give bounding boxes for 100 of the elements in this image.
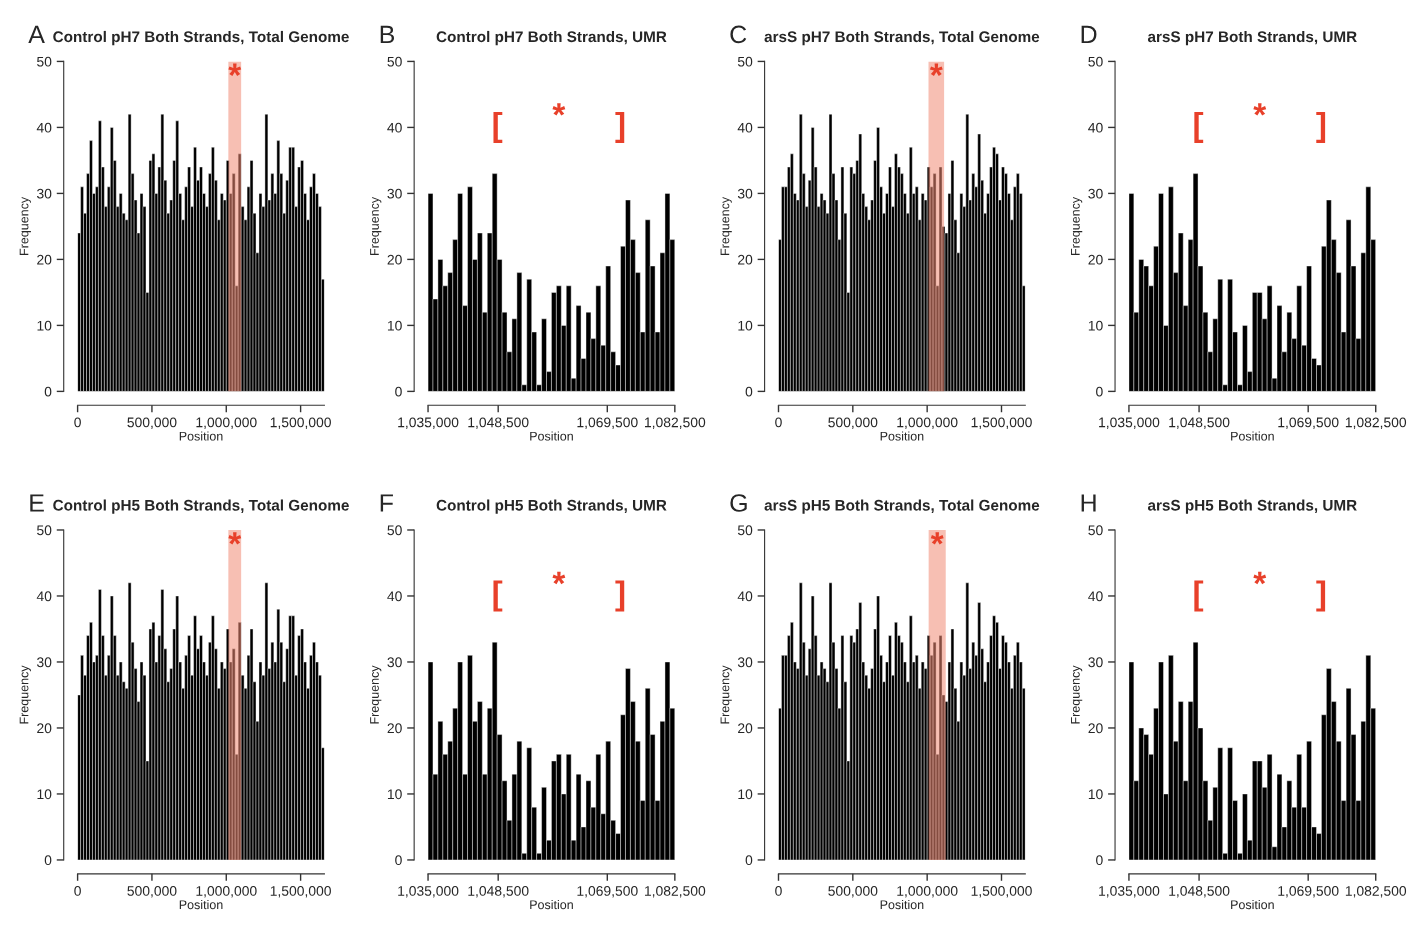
x-tick-label: 0 — [775, 417, 782, 428]
x-tick-label: 1,500,000 — [270, 886, 331, 898]
y-tick-label: 20 — [738, 723, 753, 734]
y-tick-label: 0 — [44, 386, 52, 397]
y-tick-label: 0 — [745, 855, 753, 866]
chart-title: Control pH5 Both Strands, UMR — [436, 499, 667, 514]
annotation: ] — [615, 111, 625, 143]
chart-title: Control pH7 Both Strands, UMR — [436, 30, 667, 46]
text: E — [30, 494, 44, 512]
y-tick-label: 10 — [1088, 789, 1103, 800]
annotation: * — [552, 103, 566, 116]
y-axis-title: Frequency — [370, 196, 382, 255]
x-tick-label: 0 — [74, 886, 81, 896]
x-tick-label: 1,082,500 — [645, 886, 706, 898]
chart-title: arsS pH5 Both Strands, UMR — [1147, 499, 1357, 514]
y-tick-label: 0 — [1096, 386, 1103, 397]
x-tick-label: 1,500,000 — [971, 886, 1032, 898]
x-tick-label: 1,082,500 — [1345, 417, 1407, 429]
x-tick-label: 500,000 — [127, 417, 177, 429]
y-tick-label: 30 — [737, 657, 753, 668]
chart-title: arsS pH7 Both Strands, UMR — [1147, 30, 1357, 46]
x-tick-label: 500,000 — [127, 886, 177, 898]
x-axis-title: Position — [1231, 899, 1274, 910]
y-tick-label: 40 — [737, 122, 753, 133]
y-tick-label: 20 — [1088, 254, 1103, 265]
x-tick-label: 1,035,000 — [1099, 886, 1160, 898]
text: G — [730, 494, 747, 512]
x-tick-label: 1,035,000 — [398, 886, 459, 898]
y-tick-label: 10 — [738, 320, 753, 331]
x-tick-label: 1,069,500 — [1278, 417, 1339, 429]
chart-title: Control pH5 Both Strands, Total Genome — [53, 499, 349, 514]
y-tick-label: 20 — [37, 723, 52, 734]
x-axis-title: Position — [179, 899, 223, 910]
y-tick-label: 40 — [1088, 591, 1103, 602]
y-tick-label: 10 — [738, 789, 753, 800]
x-tick-label: 1,082,500 — [645, 417, 706, 429]
y-tick-label: 10 — [387, 789, 402, 800]
y-tick-label: 50 — [737, 56, 753, 67]
x-tick-label: 1,048,500 — [1169, 417, 1230, 429]
y-axis-title: Frequency — [1071, 196, 1083, 255]
y-tick-label: 20 — [387, 723, 402, 734]
chart-title: arsS pH5 Both Strands, Total Genome — [764, 499, 1040, 514]
x-axis-title: Position — [880, 431, 924, 441]
x-axis-title: Position — [179, 431, 223, 441]
x-tick-label: 1,500,000 — [270, 417, 331, 429]
annotation: [ — [493, 580, 503, 612]
x-axis-title: Position — [1231, 431, 1274, 441]
y-tick-label: 50 — [387, 56, 402, 67]
annotation: [ — [1194, 111, 1204, 143]
y-tick-label: 10 — [387, 320, 402, 331]
y-axis-title: Frequency — [370, 665, 382, 724]
y-tick-label: 0 — [1096, 855, 1103, 866]
annotation: * — [228, 532, 242, 545]
x-tick-label: 1,000,000 — [196, 886, 257, 898]
x-axis-title: Position — [530, 431, 573, 441]
text: D — [1081, 25, 1097, 44]
annotation: * — [228, 63, 242, 77]
x-tick-label: 1,000,000 — [897, 886, 958, 898]
x-tick-label: 1,048,500 — [468, 886, 529, 898]
x-tick-label: 1,048,500 — [468, 417, 529, 429]
annotation: ] — [615, 580, 625, 612]
y-tick-label: 30 — [387, 188, 402, 199]
x-tick-label: 1,500,000 — [971, 417, 1032, 429]
y-tick-label: 50 — [37, 525, 52, 536]
annotation: ] — [1316, 580, 1326, 612]
y-tick-label: 50 — [387, 525, 402, 536]
x-tick-label: 0 — [775, 886, 782, 896]
y-tick-label: 40 — [737, 591, 753, 602]
x-tick-label: 1,048,500 — [1169, 886, 1230, 898]
x-tick-label: 1,000,000 — [897, 417, 958, 429]
y-tick-label: 40 — [387, 591, 402, 602]
x-axis-title: Position — [530, 899, 573, 910]
y-tick-label: 40 — [1088, 122, 1103, 133]
y-tick-label: 40 — [36, 122, 52, 133]
x-axis-title: Position — [880, 899, 924, 910]
x-tick-label: 1,069,500 — [577, 886, 638, 898]
text: H — [1081, 494, 1096, 512]
text: B — [380, 25, 395, 44]
y-tick-label: 20 — [1088, 723, 1103, 734]
y-tick-label: 40 — [387, 122, 402, 133]
x-tick-label: 1,069,500 — [1278, 886, 1339, 898]
x-tick-label: 1,035,000 — [398, 417, 459, 429]
y-tick-label: 0 — [395, 386, 402, 397]
y-tick-label: 20 — [37, 254, 52, 265]
y-tick-label: 50 — [737, 525, 753, 536]
y-tick-label: 50 — [1088, 56, 1103, 67]
y-axis-title: Frequency — [720, 665, 732, 724]
y-tick-label: 0 — [44, 855, 52, 866]
x-tick-label: 1,000,000 — [196, 417, 257, 429]
annotation: [ — [1194, 580, 1204, 612]
x-tick-label: 500,000 — [828, 886, 878, 898]
y-tick-label: 50 — [1088, 525, 1103, 536]
y-tick-label: 30 — [737, 188, 753, 199]
annotation: [ — [493, 111, 503, 143]
y-axis-title: Frequency — [720, 196, 732, 255]
chart-title: arsS pH7 Both Strands, Total Genome — [764, 30, 1040, 46]
annotation: * — [552, 571, 566, 585]
annotation: * — [929, 63, 943, 77]
text: A — [28, 25, 45, 44]
y-tick-label: 30 — [36, 188, 52, 199]
